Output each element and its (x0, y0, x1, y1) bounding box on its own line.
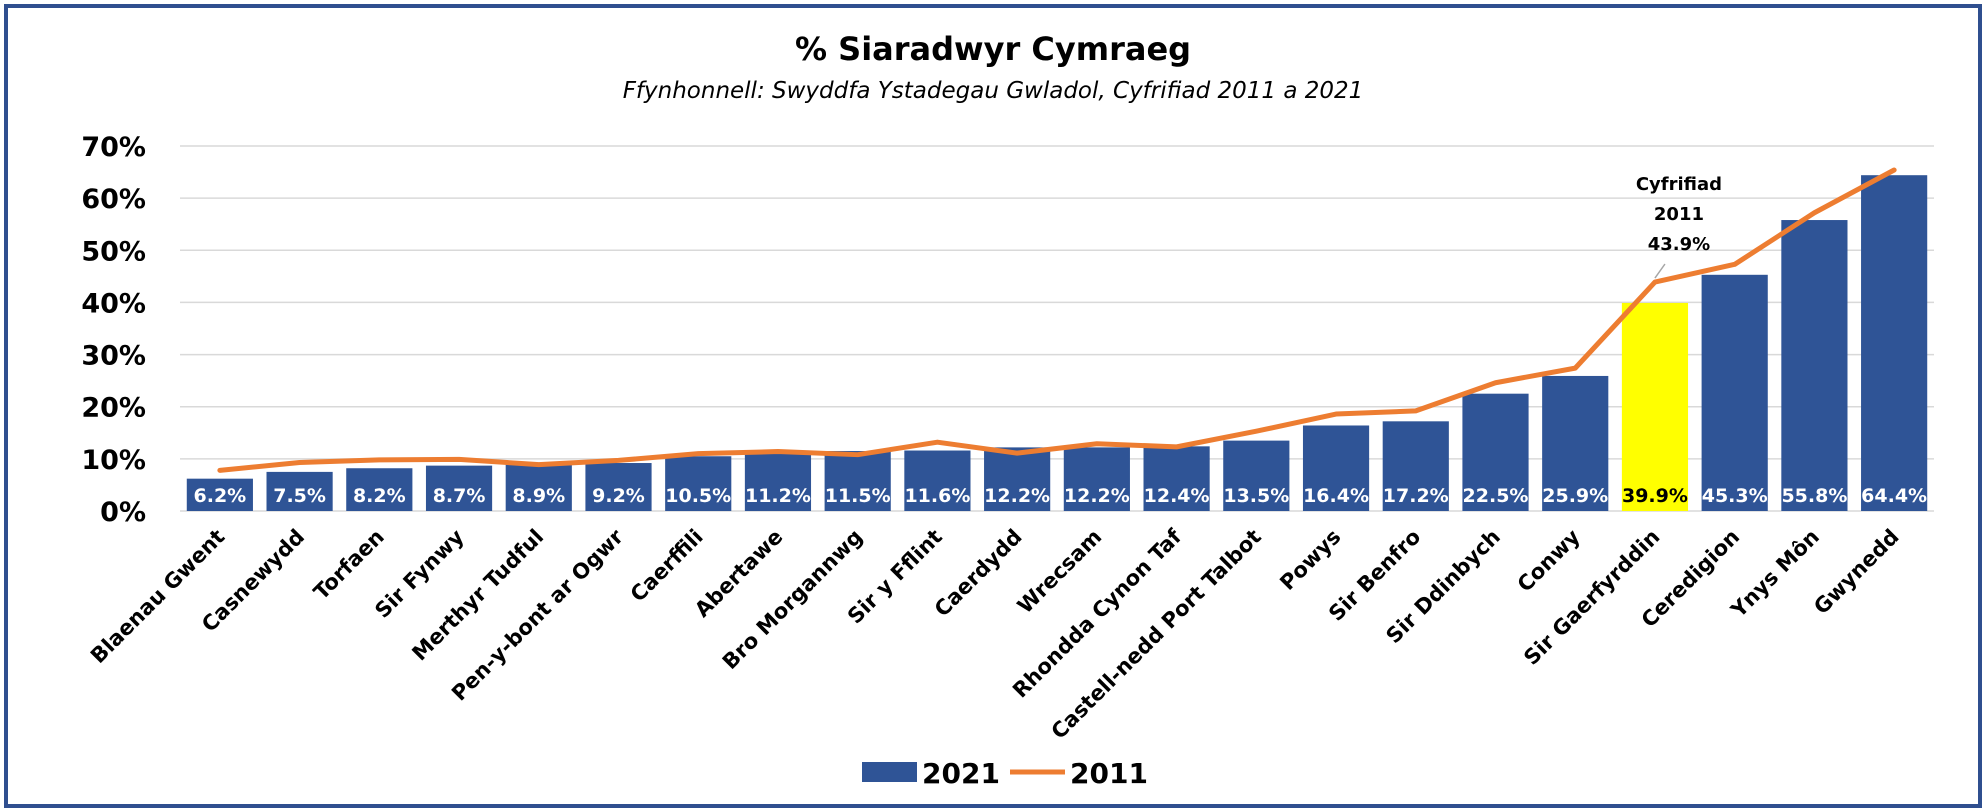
data-label: 8.2% (353, 485, 406, 507)
bar (1063, 447, 1130, 511)
bar (1382, 421, 1449, 511)
chart-subtitle: Ffynhonnell: Swyddfa Ystadegau Gwladol, … (622, 78, 1364, 104)
data-label: 39.9% (1622, 485, 1688, 507)
bar (665, 456, 732, 511)
bars-2021 (186, 175, 1928, 512)
data-label: 9.2% (592, 485, 645, 507)
x-tick-label: Torfaen (309, 525, 389, 605)
data-label: 10.5% (665, 485, 731, 507)
y-tick-label: 60% (81, 184, 146, 215)
y-axis-ticks: 0% 10% 20% 30% 40% 50% 60% 70% (81, 132, 146, 528)
legend-label-2011: 2011 (1070, 757, 1148, 790)
bar (1542, 375, 1609, 511)
data-label: 13.5% (1223, 485, 1289, 507)
data-label: 7.5% (273, 485, 326, 507)
x-tick-label: Gwynedd (1809, 525, 1903, 619)
bar (505, 464, 572, 511)
y-tick-label: 0% (100, 497, 146, 528)
bar (1781, 220, 1848, 512)
y-tick-label: 10% (81, 445, 146, 476)
data-label: 11.6% (904, 485, 970, 507)
annotation-line: 43.9% (1648, 234, 1710, 255)
y-tick-label: 70% (81, 132, 146, 163)
data-label: 6.2% (194, 485, 247, 507)
bar (1462, 393, 1529, 511)
line-2011-path (217, 167, 1897, 473)
x-tick-label: Caerffili (626, 525, 708, 607)
x-tick-label: Bro Morgannwg (718, 525, 867, 674)
annotation-line: Cyfrifiad (1636, 174, 1722, 195)
y-tick-label: 40% (81, 288, 146, 319)
annotation: Cyfrifiad 2011 43.9% (1636, 174, 1722, 279)
bar (186, 478, 253, 511)
x-tick-label: Conwy (1513, 524, 1585, 596)
data-label: 12.4% (1144, 485, 1210, 507)
data-label: 55.8% (1781, 485, 1847, 507)
data-label: 11.5% (825, 485, 891, 507)
bar (585, 463, 652, 511)
x-tick-label: Sir Gaerfyrddin (1519, 525, 1664, 670)
data-label: 64.4% (1861, 485, 1927, 507)
annotation-leader (1654, 263, 1666, 279)
chart-title: % Siaradwyr Cymraeg (794, 30, 1192, 68)
data-label: 16.4% (1303, 485, 1369, 507)
bar (984, 447, 1051, 511)
data-label: 8.9% (512, 485, 565, 507)
data-label: 12.2% (984, 485, 1050, 507)
bar (904, 450, 971, 511)
y-tick-label: 50% (81, 236, 146, 267)
y-tick-label: 20% (81, 393, 146, 424)
data-label: 8.7% (433, 485, 486, 507)
y-tick-label: 30% (81, 341, 146, 372)
legend-label-2021: 2021 (922, 757, 1000, 790)
bar (824, 451, 891, 511)
bar (346, 468, 413, 511)
data-label: 45.3% (1702, 485, 1768, 507)
bar (1223, 440, 1290, 511)
data-label: 12.2% (1064, 485, 1130, 507)
line-2011 (217, 167, 1897, 473)
data-label: 17.2% (1383, 485, 1449, 507)
x-tick-label: Powys (1275, 525, 1345, 595)
bar (425, 465, 493, 511)
data-labels: 6.2% 7.5% 8.2% 8.7% 8.9% 9.2% 10.5% 11.2% 11.5% 1… (194, 485, 1928, 507)
bar (1143, 446, 1210, 511)
legend: 2021 2011 (862, 757, 1148, 790)
bar (266, 471, 333, 511)
bar (1701, 274, 1768, 511)
data-label: 25.9% (1542, 485, 1608, 507)
bar (1621, 302, 1689, 511)
x-tick-label: Blaenau Gwent (86, 525, 229, 668)
legend-swatch-2021 (862, 762, 917, 782)
annotation-line: 2011 (1654, 204, 1704, 225)
bar (744, 452, 812, 511)
data-label: 11.2% (745, 485, 811, 507)
x-tick-label: Merthyr Tudful (407, 525, 548, 666)
bar (1861, 175, 1928, 511)
data-label: 22.5% (1463, 485, 1529, 507)
bar (1302, 425, 1370, 511)
